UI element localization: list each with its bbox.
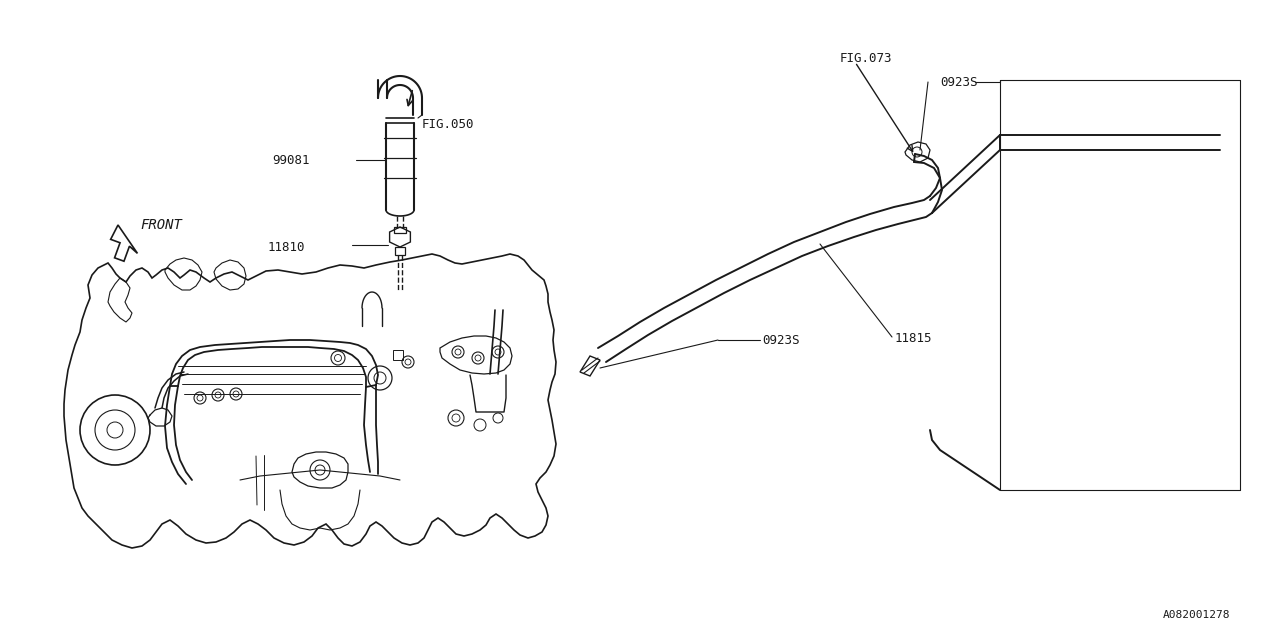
Text: 99081: 99081 — [273, 154, 310, 166]
Text: FRONT: FRONT — [140, 218, 182, 232]
Text: FIG.073: FIG.073 — [840, 52, 892, 65]
Text: 0923S: 0923S — [941, 76, 978, 88]
Text: 0923S: 0923S — [762, 333, 800, 346]
Text: 11810: 11810 — [268, 241, 305, 253]
Text: A082001278: A082001278 — [1162, 610, 1230, 620]
Text: FIG.050: FIG.050 — [422, 118, 475, 131]
Text: 11815: 11815 — [895, 332, 933, 344]
